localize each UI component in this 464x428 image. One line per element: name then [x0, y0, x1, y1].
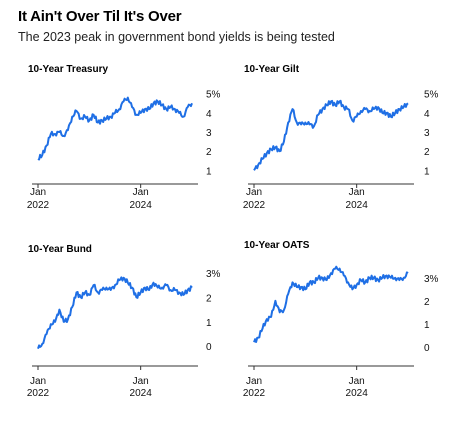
- x-tick-label: Jan: [30, 376, 46, 387]
- series-line: [37, 276, 193, 350]
- x-tick-label: 2022: [243, 388, 266, 399]
- y-tick-label: 2: [206, 293, 212, 304]
- y-tick-label: 2: [424, 297, 430, 308]
- x-tick-label: 2024: [130, 388, 153, 399]
- y-tick-label: 0: [206, 342, 212, 353]
- chart-gilt: 10-Year Gilt 1 2 3 4 5% Jan 2022 Jan 2024: [243, 64, 439, 211]
- x-tick-label: Jan: [30, 187, 46, 198]
- chart-subtitle: The 2023 peak in government bond yields …: [18, 30, 335, 44]
- panel-title: 10-Year Bund: [28, 244, 92, 255]
- x-tick-label: 2024: [130, 200, 153, 211]
- x-tick-label: Jan: [349, 376, 365, 387]
- y-tick-label: 4: [206, 109, 212, 120]
- series-line: [253, 265, 409, 343]
- panel-treasury: 10-Year Treasury 1 2 3 4 5% Jan 2022 Jan 2024: [0, 60, 232, 250]
- y-tick-label: 2: [424, 147, 430, 158]
- x-tick-label: 2022: [243, 200, 266, 211]
- series-line: [37, 96, 193, 161]
- y-tick-label: 1: [206, 166, 212, 177]
- y-tick-label: 3%: [206, 269, 221, 280]
- y-tick-label: 1: [424, 320, 430, 331]
- y-tick-label: 1: [206, 318, 212, 329]
- y-tick-label: 2: [206, 147, 212, 158]
- panel-title: 10-Year OATS: [244, 240, 310, 251]
- x-tick-label: Jan: [246, 187, 262, 198]
- chart-title: It Ain't Over Til It's Over: [18, 8, 182, 25]
- y-tick-label: 5%: [424, 90, 439, 101]
- x-tick-label: Jan: [133, 376, 149, 387]
- x-tick-label: Jan: [133, 187, 149, 198]
- panel-title: 10-Year Gilt: [244, 64, 300, 75]
- x-tick-label: Jan: [246, 376, 262, 387]
- y-tick-label: 0: [424, 343, 430, 354]
- y-tick-label: 4: [424, 109, 430, 120]
- x-tick-label: Jan: [349, 187, 365, 198]
- x-tick-label: 2024: [346, 388, 369, 399]
- panel-gilt: 10-Year Gilt 1 2 3 4 5% Jan 2022 Jan 2024: [232, 60, 464, 250]
- panel-bund: 10-Year Bund 0 1 2 3% Jan 2022 Jan 2024: [0, 238, 232, 428]
- y-tick-label: 3: [206, 128, 212, 139]
- panel-title: 10-Year Treasury: [28, 64, 108, 75]
- y-tick-label: 3%: [424, 274, 439, 285]
- y-tick-label: 5%: [206, 90, 221, 101]
- y-tick-label: 3: [424, 128, 430, 139]
- x-tick-label: 2022: [27, 388, 50, 399]
- x-tick-label: 2024: [346, 200, 369, 211]
- x-tick-label: 2022: [27, 200, 50, 211]
- series-line: [253, 99, 409, 171]
- chart-treasury: 10-Year Treasury 1 2 3 4 5% Jan 2022 Jan 2024: [27, 64, 221, 211]
- y-tick-label: 1: [424, 166, 430, 177]
- panel-oats: 10-Year OATS 0 1 2 3% Jan 2022 Jan 2024: [232, 238, 464, 428]
